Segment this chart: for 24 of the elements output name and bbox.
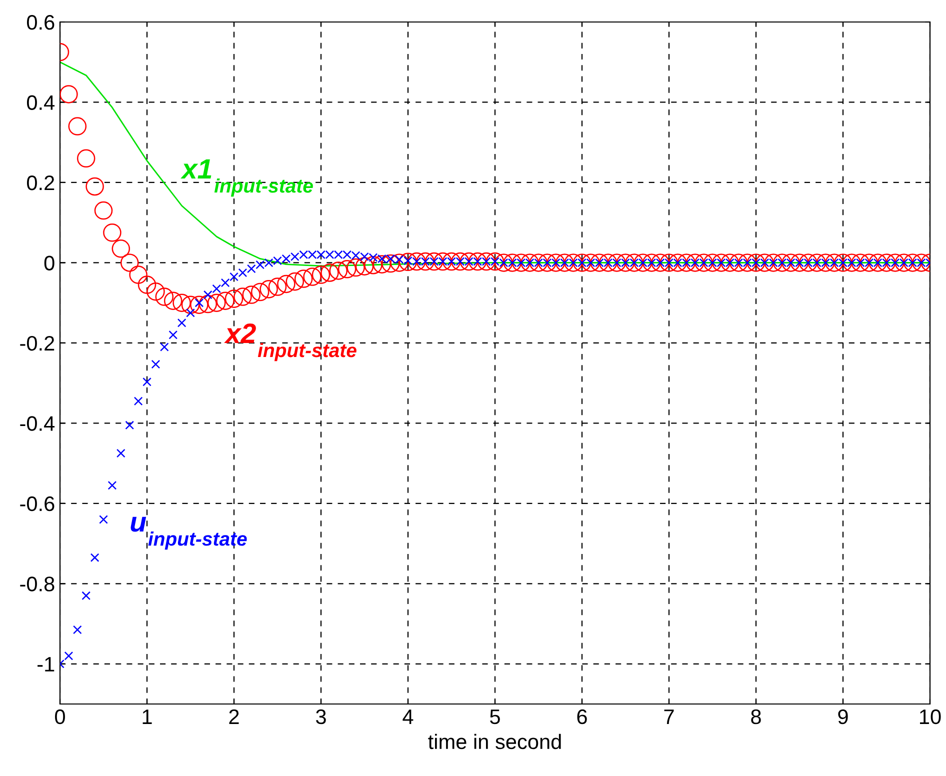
x-tick-label: 8: [751, 709, 761, 724]
x-tick-label: 5: [490, 710, 500, 724]
x-tick-label: 9: [838, 709, 848, 724]
y-tick-label: -0.4: [20, 416, 55, 431]
y-tick-label: -0.8: [20, 576, 54, 592]
series-label: x2input-state: [224, 324, 356, 362]
y-tick-label: 0: [44, 256, 54, 270]
x-tick-label: 10: [920, 709, 941, 724]
y-tick-label: 0.6: [26, 15, 54, 30]
series-label: x1input-state: [180, 159, 313, 197]
y-tick-label: -0.6: [20, 496, 54, 512]
y-tick-label: 0.2: [26, 175, 54, 190]
x-tick-label: 7: [664, 710, 674, 724]
y-tick-label: 0.4: [26, 95, 55, 110]
x-tick-label: 1: [142, 710, 152, 724]
x-axis-title: time in second: [428, 734, 561, 750]
series-label: uinput-state: [130, 516, 247, 550]
x-tick-label: 3: [316, 709, 326, 724]
y-tick-label: -0.2: [20, 336, 54, 351]
y-tick-label: -1: [38, 657, 54, 672]
x-tick-label: 4: [402, 710, 414, 724]
x-tick-label: 0: [55, 709, 65, 724]
x-tick-label: 2: [229, 709, 239, 724]
x-tick-label: 6: [577, 709, 587, 724]
